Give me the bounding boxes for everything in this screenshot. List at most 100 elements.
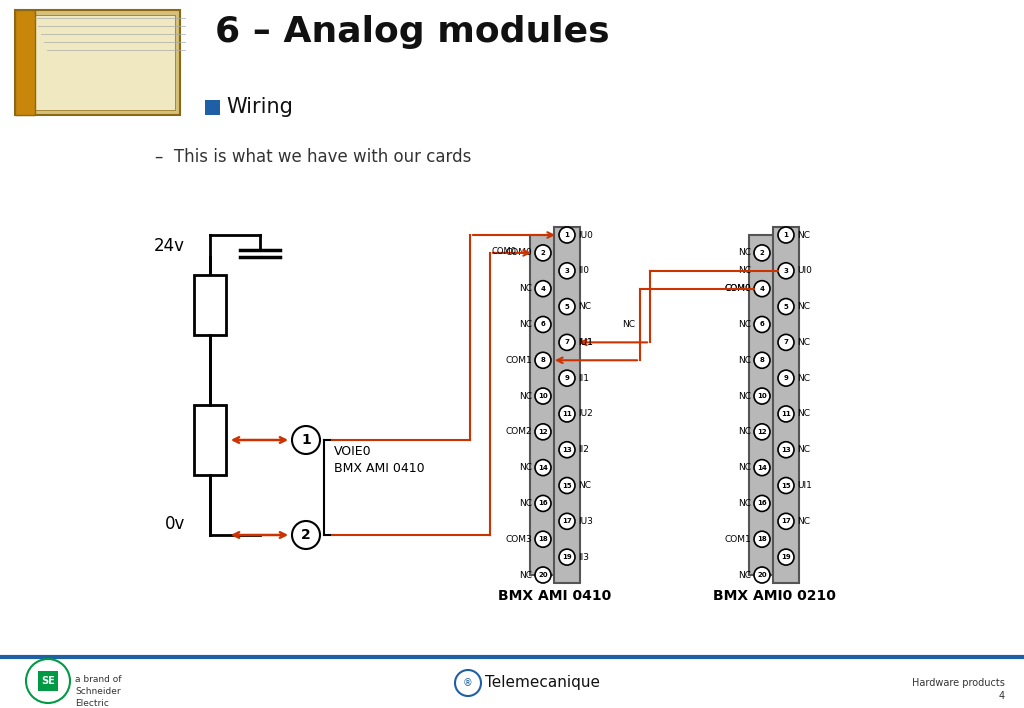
Text: 19: 19 xyxy=(781,554,791,560)
Circle shape xyxy=(778,513,794,530)
Text: 16: 16 xyxy=(539,501,548,506)
Text: 0v: 0v xyxy=(165,515,185,533)
Text: NC: NC xyxy=(622,320,635,329)
Text: 18: 18 xyxy=(757,536,767,542)
Text: SE: SE xyxy=(41,676,55,686)
Text: NC: NC xyxy=(738,266,751,275)
Circle shape xyxy=(535,245,551,261)
Circle shape xyxy=(754,424,770,440)
Text: COM1: COM1 xyxy=(724,535,751,544)
Text: BMX AMI0 0210: BMX AMI0 0210 xyxy=(713,589,836,603)
Text: NC: NC xyxy=(797,302,810,311)
Text: 3: 3 xyxy=(783,268,788,274)
Text: 13: 13 xyxy=(781,447,791,452)
Circle shape xyxy=(778,370,794,386)
Circle shape xyxy=(535,459,551,476)
Circle shape xyxy=(292,426,319,454)
Text: 14: 14 xyxy=(757,464,767,471)
Bar xyxy=(15,10,180,115)
Text: NC: NC xyxy=(738,571,751,580)
Text: IU0: IU0 xyxy=(578,231,593,239)
Bar xyxy=(554,227,580,583)
Text: NC: NC xyxy=(519,320,532,329)
Text: 2: 2 xyxy=(541,250,546,256)
Text: 15: 15 xyxy=(562,483,571,489)
Text: NC: NC xyxy=(738,320,751,329)
Bar xyxy=(194,405,226,475)
Circle shape xyxy=(778,263,794,279)
Text: 24v: 24v xyxy=(154,237,185,255)
Circle shape xyxy=(559,334,575,350)
Text: 1: 1 xyxy=(564,232,569,238)
Circle shape xyxy=(535,567,551,583)
Text: 11: 11 xyxy=(562,411,571,417)
Text: NC: NC xyxy=(797,409,810,418)
Text: NC: NC xyxy=(578,481,591,490)
Text: COM1: COM1 xyxy=(505,355,532,365)
Circle shape xyxy=(778,227,794,243)
Circle shape xyxy=(559,406,575,422)
Text: 12: 12 xyxy=(539,429,548,435)
Text: NC: NC xyxy=(519,284,532,293)
Bar xyxy=(15,10,35,115)
Circle shape xyxy=(559,477,575,493)
Text: 10: 10 xyxy=(539,393,548,399)
Circle shape xyxy=(292,521,319,549)
Circle shape xyxy=(778,406,794,422)
Circle shape xyxy=(26,659,70,703)
Text: NC: NC xyxy=(797,231,810,239)
Text: 4: 4 xyxy=(760,286,765,292)
Circle shape xyxy=(559,299,575,314)
Text: 7: 7 xyxy=(564,339,569,346)
Circle shape xyxy=(754,531,770,547)
Text: 8: 8 xyxy=(760,358,765,363)
Text: NC: NC xyxy=(797,517,810,526)
Circle shape xyxy=(778,334,794,350)
Text: NC: NC xyxy=(738,355,751,365)
Text: 11: 11 xyxy=(781,411,791,417)
Text: 2: 2 xyxy=(760,250,764,256)
Circle shape xyxy=(778,299,794,314)
Text: COM0: COM0 xyxy=(492,247,517,256)
Bar xyxy=(194,275,226,335)
Circle shape xyxy=(535,424,551,440)
Text: –  This is what we have with our cards: – This is what we have with our cards xyxy=(155,148,471,166)
Circle shape xyxy=(778,442,794,458)
Text: 16: 16 xyxy=(757,501,767,506)
Bar xyxy=(749,235,775,575)
Text: NC: NC xyxy=(738,499,751,508)
Text: 6 – Analog modules: 6 – Analog modules xyxy=(215,15,609,49)
Text: NC: NC xyxy=(519,571,532,580)
Text: BMX AMI 0410: BMX AMI 0410 xyxy=(334,462,425,475)
Circle shape xyxy=(535,388,551,404)
Circle shape xyxy=(754,567,770,583)
Text: 4: 4 xyxy=(541,286,546,292)
Text: IU1: IU1 xyxy=(578,338,593,347)
Circle shape xyxy=(535,280,551,297)
Text: 18: 18 xyxy=(539,536,548,542)
Text: NC: NC xyxy=(519,392,532,401)
Circle shape xyxy=(754,388,770,404)
Text: 20: 20 xyxy=(757,572,767,578)
Circle shape xyxy=(754,496,770,511)
Text: IU1: IU1 xyxy=(578,338,593,347)
Text: 5: 5 xyxy=(564,304,569,309)
Text: 15: 15 xyxy=(781,483,791,489)
Circle shape xyxy=(535,353,551,368)
Circle shape xyxy=(754,459,770,476)
Circle shape xyxy=(535,316,551,333)
Circle shape xyxy=(559,549,575,565)
Text: 17: 17 xyxy=(781,518,791,525)
Circle shape xyxy=(754,245,770,261)
Text: NC: NC xyxy=(738,428,751,436)
Circle shape xyxy=(535,531,551,547)
Text: COM3: COM3 xyxy=(505,535,532,544)
Bar xyxy=(530,235,556,575)
Bar xyxy=(205,100,220,115)
Text: 3: 3 xyxy=(564,268,569,274)
Text: NC: NC xyxy=(519,463,532,472)
Text: II3: II3 xyxy=(578,553,589,561)
Circle shape xyxy=(559,370,575,386)
Text: 9: 9 xyxy=(564,375,569,381)
Bar xyxy=(20,15,175,110)
